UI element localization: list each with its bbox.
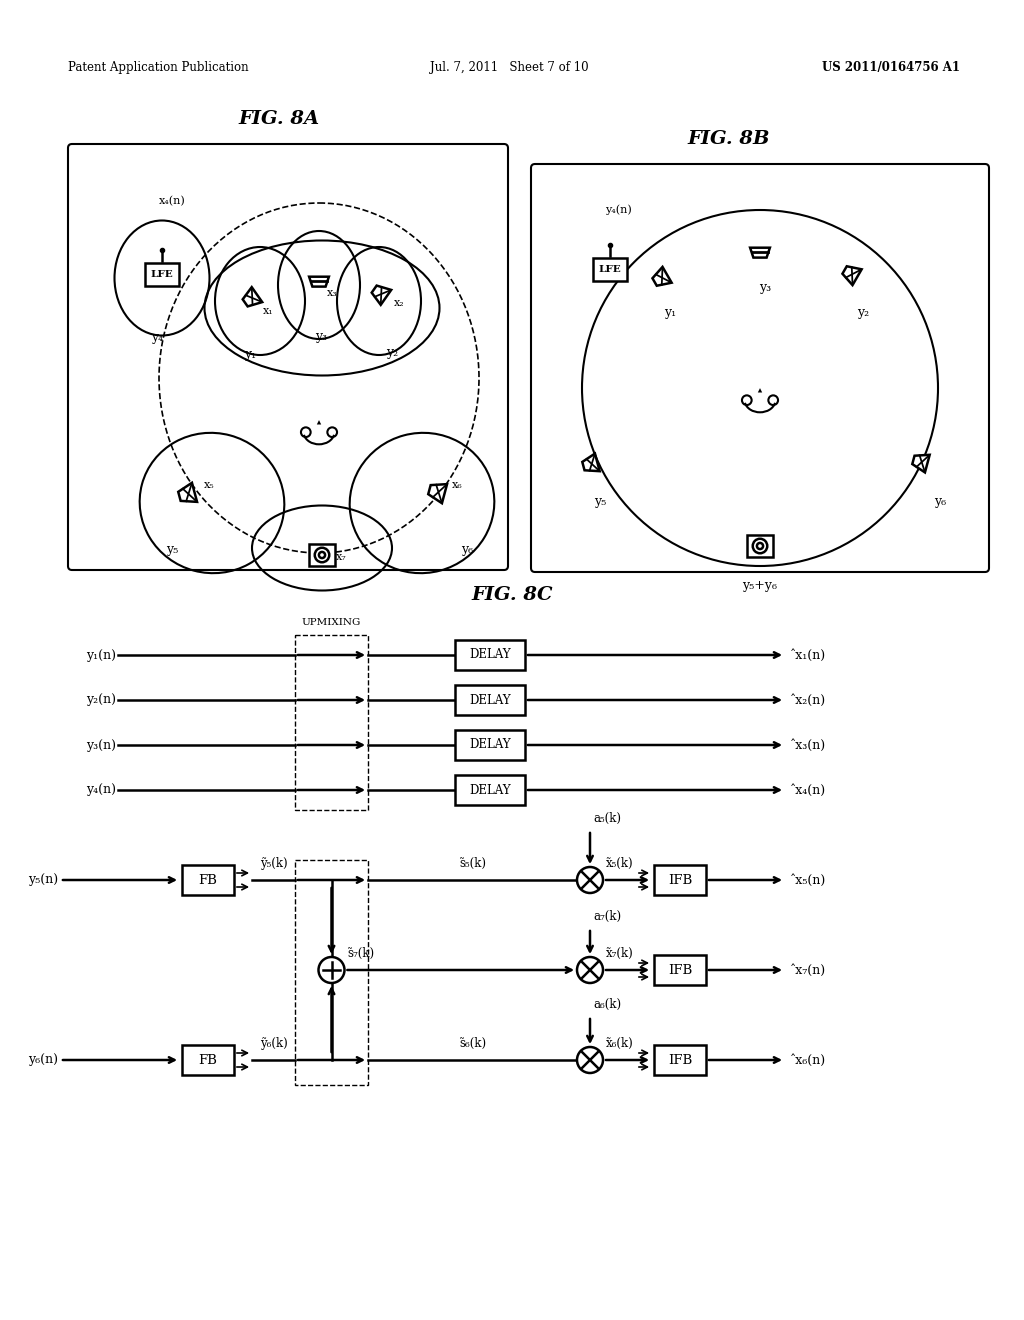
Polygon shape — [912, 455, 930, 473]
FancyBboxPatch shape — [593, 257, 627, 281]
Text: y₂: y₂ — [386, 346, 398, 359]
Text: UPMIXING: UPMIXING — [302, 618, 361, 627]
Text: y₆(n): y₆(n) — [28, 1053, 58, 1067]
Text: DELAY: DELAY — [469, 784, 511, 796]
Text: x₄(n): x₄(n) — [159, 195, 185, 206]
Text: y₃: y₃ — [759, 281, 771, 294]
Text: y₂: y₂ — [857, 306, 869, 319]
Text: x₇: x₇ — [336, 552, 347, 562]
Text: y₁: y₁ — [244, 348, 256, 360]
Text: LFE: LFE — [599, 265, 622, 273]
Polygon shape — [583, 454, 600, 471]
Polygon shape — [758, 388, 762, 392]
Text: Jul. 7, 2011   Sheet 7 of 10: Jul. 7, 2011 Sheet 7 of 10 — [430, 62, 589, 74]
FancyBboxPatch shape — [455, 730, 525, 760]
Text: y₂(n): y₂(n) — [86, 693, 116, 706]
Text: x̃₆(k): x̃₆(k) — [606, 1038, 634, 1049]
FancyBboxPatch shape — [68, 144, 508, 570]
FancyBboxPatch shape — [746, 535, 773, 557]
Text: ˆx₃(n): ˆx₃(n) — [790, 738, 826, 751]
Text: x₂: x₂ — [394, 298, 404, 308]
Text: x₃: x₃ — [327, 288, 338, 298]
FancyBboxPatch shape — [455, 775, 525, 805]
Text: a₇(k): a₇(k) — [593, 909, 622, 923]
Text: a₆(k): a₆(k) — [593, 998, 622, 1011]
Text: y₁(n): y₁(n) — [86, 648, 116, 661]
Text: y₁: y₁ — [664, 306, 676, 319]
Polygon shape — [843, 267, 861, 285]
Circle shape — [577, 957, 603, 983]
FancyBboxPatch shape — [182, 1045, 234, 1074]
Text: DELAY: DELAY — [469, 738, 511, 751]
Polygon shape — [243, 288, 262, 306]
Text: a₅(k): a₅(k) — [593, 812, 621, 825]
Text: FIG. 8C: FIG. 8C — [471, 586, 553, 605]
Text: y₆: y₆ — [934, 495, 946, 508]
Text: FIG. 8B: FIG. 8B — [687, 129, 770, 148]
Text: y₅: y₅ — [166, 543, 178, 556]
Text: x̃₅(k): x̃₅(k) — [606, 857, 634, 870]
Text: FB: FB — [199, 874, 217, 887]
Text: US 2011/0164756 A1: US 2011/0164756 A1 — [822, 62, 961, 74]
Text: ˆx₆(n): ˆx₆(n) — [790, 1053, 826, 1067]
Text: s̃₅(k): s̃₅(k) — [459, 857, 486, 870]
Polygon shape — [178, 483, 197, 502]
Text: DELAY: DELAY — [469, 648, 511, 661]
FancyBboxPatch shape — [309, 544, 335, 566]
Text: IFB: IFB — [668, 1053, 692, 1067]
Text: ˆx₄(n): ˆx₄(n) — [790, 784, 826, 796]
Text: y₃: y₃ — [315, 330, 327, 343]
Polygon shape — [309, 277, 329, 286]
Text: s̃₇(k): s̃₇(k) — [347, 946, 375, 960]
Text: ˆx₁(n): ˆx₁(n) — [790, 648, 826, 661]
Text: y₄(n): y₄(n) — [86, 784, 116, 796]
Text: y₅: y₅ — [594, 495, 606, 508]
Circle shape — [577, 867, 603, 894]
Text: LFE: LFE — [151, 269, 173, 279]
Text: ˆx₇(n): ˆx₇(n) — [790, 964, 826, 977]
Text: Patent Application Publication: Patent Application Publication — [68, 62, 249, 74]
Text: IFB: IFB — [668, 874, 692, 887]
FancyBboxPatch shape — [654, 954, 706, 985]
Text: x̃₇(k): x̃₇(k) — [606, 946, 634, 960]
Text: y₄: y₄ — [151, 331, 163, 345]
FancyBboxPatch shape — [455, 685, 525, 715]
FancyBboxPatch shape — [654, 865, 706, 895]
FancyBboxPatch shape — [455, 640, 525, 671]
FancyBboxPatch shape — [182, 865, 234, 895]
Text: FB: FB — [199, 1053, 217, 1067]
Text: s̃₆(k): s̃₆(k) — [459, 1038, 486, 1049]
Text: x₆: x₆ — [452, 480, 463, 490]
Text: y₆: y₆ — [461, 543, 473, 556]
Polygon shape — [428, 484, 447, 503]
FancyBboxPatch shape — [654, 1045, 706, 1074]
Text: x₁: x₁ — [263, 306, 273, 315]
Text: y₄(n): y₄(n) — [605, 205, 632, 215]
Text: ˆx₅(n): ˆx₅(n) — [790, 874, 826, 887]
Text: y₅+y₆: y₅+y₆ — [742, 579, 777, 591]
Text: y₃(n): y₃(n) — [86, 738, 116, 751]
FancyBboxPatch shape — [145, 263, 179, 286]
Text: y₅(n): y₅(n) — [28, 874, 58, 887]
Text: ˆx₂(n): ˆx₂(n) — [790, 693, 826, 706]
Text: IFB: IFB — [668, 964, 692, 977]
Text: DELAY: DELAY — [469, 693, 511, 706]
Text: ỹ₅(k): ỹ₅(k) — [260, 857, 288, 870]
Text: x₅: x₅ — [204, 480, 215, 490]
Polygon shape — [316, 420, 322, 425]
Text: FIG. 8A: FIG. 8A — [239, 110, 319, 128]
Circle shape — [318, 957, 344, 983]
Text: ỹ₆(k): ỹ₆(k) — [260, 1038, 288, 1049]
Polygon shape — [652, 267, 672, 285]
FancyBboxPatch shape — [531, 164, 989, 572]
Polygon shape — [372, 285, 391, 305]
Polygon shape — [751, 248, 770, 257]
Circle shape — [577, 1047, 603, 1073]
